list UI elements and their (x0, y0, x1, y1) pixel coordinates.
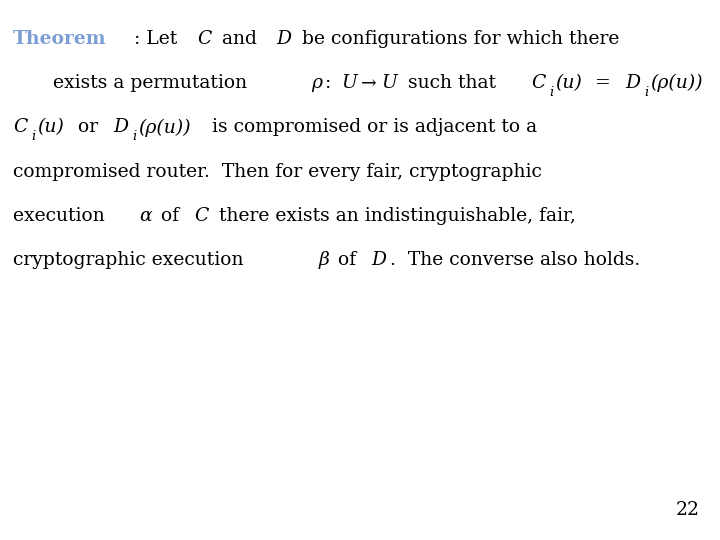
Text: (u): (u) (37, 118, 64, 136)
Text: exists a permutation: exists a permutation (53, 74, 253, 92)
Text: α: α (139, 207, 152, 225)
Text: U: U (382, 74, 397, 92)
Text: D: D (625, 74, 640, 92)
Text: i: i (32, 130, 36, 143)
Text: U: U (341, 74, 356, 92)
Text: such that: such that (402, 74, 502, 92)
Text: β: β (318, 251, 329, 269)
Text: i: i (132, 130, 137, 143)
Text: cryptographic execution: cryptographic execution (13, 251, 249, 269)
Text: (ρ(u)): (ρ(u)) (138, 118, 191, 137)
Text: .  The converse also holds.: . The converse also holds. (390, 251, 641, 269)
Text: i: i (549, 86, 554, 99)
Text: C: C (197, 30, 212, 48)
Text: C: C (13, 118, 27, 136)
Text: :: : (325, 74, 337, 92)
Text: compromised router.  Then for every fair, cryptographic: compromised router. Then for every fair,… (13, 163, 542, 180)
Text: : Let: : Let (134, 30, 183, 48)
Text: be configurations for which there: be configurations for which there (295, 30, 619, 48)
Text: i: i (644, 86, 649, 99)
Text: (u): (u) (555, 74, 582, 92)
Text: of: of (332, 251, 362, 269)
Text: C: C (194, 207, 209, 225)
Text: D: D (113, 118, 128, 136)
Text: if: if (718, 74, 720, 92)
Text: there exists an indistinguishable, fair,: there exists an indistinguishable, fair, (213, 207, 576, 225)
Text: ρ: ρ (311, 74, 322, 92)
Text: execution: execution (13, 207, 111, 225)
Text: of: of (156, 207, 186, 225)
Text: and: and (216, 30, 263, 48)
Text: (ρ(u)): (ρ(u)) (650, 74, 703, 92)
Text: 22: 22 (676, 502, 700, 519)
Text: is compromised or is adjacent to a: is compromised or is adjacent to a (206, 118, 537, 136)
Text: =: = (590, 74, 617, 92)
Text: Theorem: Theorem (13, 30, 107, 48)
Text: C: C (531, 74, 545, 92)
Text: D: D (371, 251, 386, 269)
Text: or: or (72, 118, 104, 136)
Text: D: D (276, 30, 291, 48)
Text: →: → (361, 74, 377, 92)
